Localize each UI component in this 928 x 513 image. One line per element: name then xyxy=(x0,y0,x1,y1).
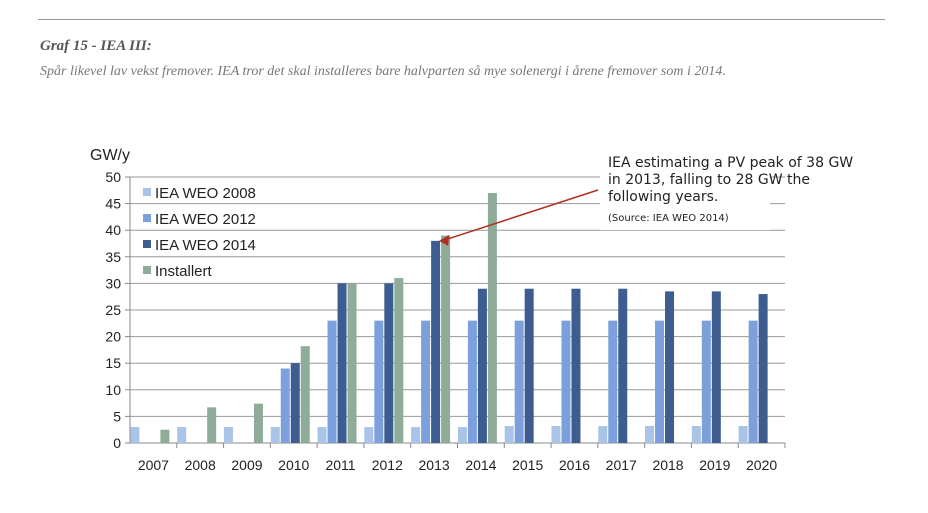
bar-iea-weo-2014 xyxy=(384,283,394,443)
bar-iea-weo-2012 xyxy=(327,320,337,443)
bar-installert xyxy=(441,235,451,443)
bar-installert xyxy=(207,407,217,443)
bar-iea-weo-2014 xyxy=(571,288,581,443)
bar-iea-weo-2012 xyxy=(374,320,384,443)
bar-iea-weo-2014 xyxy=(618,288,628,443)
bar-iea-weo-2014 xyxy=(290,363,300,443)
bar-iea-weo-2014 xyxy=(665,291,675,443)
x-tick-label: 2013 xyxy=(419,457,450,473)
bar-iea-weo-2012 xyxy=(280,368,290,443)
legend-bg xyxy=(154,235,266,255)
bar-installert xyxy=(253,403,263,443)
x-tick-label: 2009 xyxy=(231,457,262,473)
x-tick-label: 2010 xyxy=(278,457,309,473)
y-tick-label: 30 xyxy=(105,275,121,291)
x-tick-label: 2016 xyxy=(559,457,590,473)
bar-iea-weo-2008 xyxy=(270,427,280,443)
bar-iea-weo-2008 xyxy=(411,427,421,443)
bar-iea-weo-2014 xyxy=(477,288,487,443)
bar-iea-weo-2012 xyxy=(655,320,665,443)
x-tick-label: 2014 xyxy=(465,457,496,473)
y-tick-label: 50 xyxy=(105,169,121,185)
graph-title: Graf 15 - IEA III: xyxy=(40,38,152,54)
x-tick-label: 2018 xyxy=(652,457,683,473)
annotation-bg xyxy=(600,150,770,230)
legend-label: Installert xyxy=(155,263,213,280)
x-tick-label: 2015 xyxy=(512,457,543,473)
bar-installert xyxy=(347,283,357,443)
x-tick-label: 2007 xyxy=(138,457,169,473)
bar-installert xyxy=(300,346,310,443)
bar-iea-weo-2012 xyxy=(701,320,711,443)
graph-subtitle: Spår likevel lav vekst fremover. IEA tro… xyxy=(40,64,726,79)
bar-iea-weo-2014 xyxy=(337,283,347,443)
bar-iea-weo-2012 xyxy=(467,320,477,443)
bar-iea-weo-2008 xyxy=(130,427,140,443)
y-tick-label: 45 xyxy=(105,196,121,212)
legend-bg xyxy=(154,183,266,203)
bar-iea-weo-2012 xyxy=(514,320,524,443)
y-tick-label: 10 xyxy=(105,382,121,398)
y-tick-label: 20 xyxy=(105,329,121,345)
annotation-arrow xyxy=(441,189,599,242)
legend-label: IEA WEO 2008 xyxy=(155,185,256,202)
annotation-text: IEA estimating a PV peak of 38 GW xyxy=(608,155,853,171)
x-tick-label: 2020 xyxy=(746,457,777,473)
legend-swatch xyxy=(143,214,151,222)
bar-installert xyxy=(394,278,404,443)
y-tick-label: 5 xyxy=(113,408,121,424)
annotation-text: following years. xyxy=(608,189,718,205)
bar-iea-weo-2008 xyxy=(551,425,561,443)
arrowhead-icon xyxy=(439,234,450,246)
bar-iea-weo-2014 xyxy=(524,288,534,443)
bar-iea-weo-2014 xyxy=(431,240,441,443)
bar-iea-weo-2012 xyxy=(561,320,571,443)
bar-iea-weo-2008 xyxy=(364,427,374,443)
bar-installert xyxy=(160,429,170,443)
annotation-source: (Source: IEA WEO 2014) xyxy=(608,213,729,224)
x-tick-label: 2008 xyxy=(185,457,216,473)
y-tick-label: 35 xyxy=(105,249,121,265)
legend-bg xyxy=(154,209,266,229)
y-tick-label: 25 xyxy=(105,302,121,318)
legend-label: IEA WEO 2014 xyxy=(155,237,256,254)
x-tick-label: 2017 xyxy=(606,457,637,473)
legend-swatch xyxy=(143,188,151,196)
bar-iea-weo-2014 xyxy=(758,294,768,443)
bar-iea-weo-2012 xyxy=(748,320,758,443)
bar-iea-weo-2012 xyxy=(421,320,431,443)
bar-iea-weo-2008 xyxy=(738,425,748,443)
legend-bg xyxy=(154,261,266,281)
bar-iea-weo-2008 xyxy=(691,425,701,443)
x-tick-label: 2012 xyxy=(372,457,403,473)
bar-iea-weo-2008 xyxy=(177,427,187,443)
bar-iea-weo-2008 xyxy=(317,427,327,443)
bar-iea-weo-2008 xyxy=(504,425,514,443)
y-axis-label: GW/y xyxy=(90,147,130,164)
legend-label: IEA WEO 2012 xyxy=(155,211,256,228)
bar-iea-weo-2008 xyxy=(645,425,655,443)
bar-iea-weo-2008 xyxy=(598,425,608,443)
y-tick-label: 40 xyxy=(105,222,121,238)
y-tick-label: 0 xyxy=(113,435,121,451)
y-tick-label: 15 xyxy=(105,355,121,371)
legend-swatch xyxy=(143,240,151,248)
bar-iea-weo-2012 xyxy=(608,320,618,443)
annotation-text: in 2013, falling to 28 GW the xyxy=(608,172,810,188)
top-rule xyxy=(38,19,885,20)
x-tick-label: 2011 xyxy=(325,457,355,473)
bar-installert xyxy=(487,192,497,443)
bar-iea-weo-2008 xyxy=(457,427,467,443)
bar-iea-weo-2014 xyxy=(711,291,721,443)
x-tick-label: 2019 xyxy=(699,457,730,473)
bar-iea-weo-2008 xyxy=(223,427,233,443)
legend-swatch xyxy=(143,266,151,274)
